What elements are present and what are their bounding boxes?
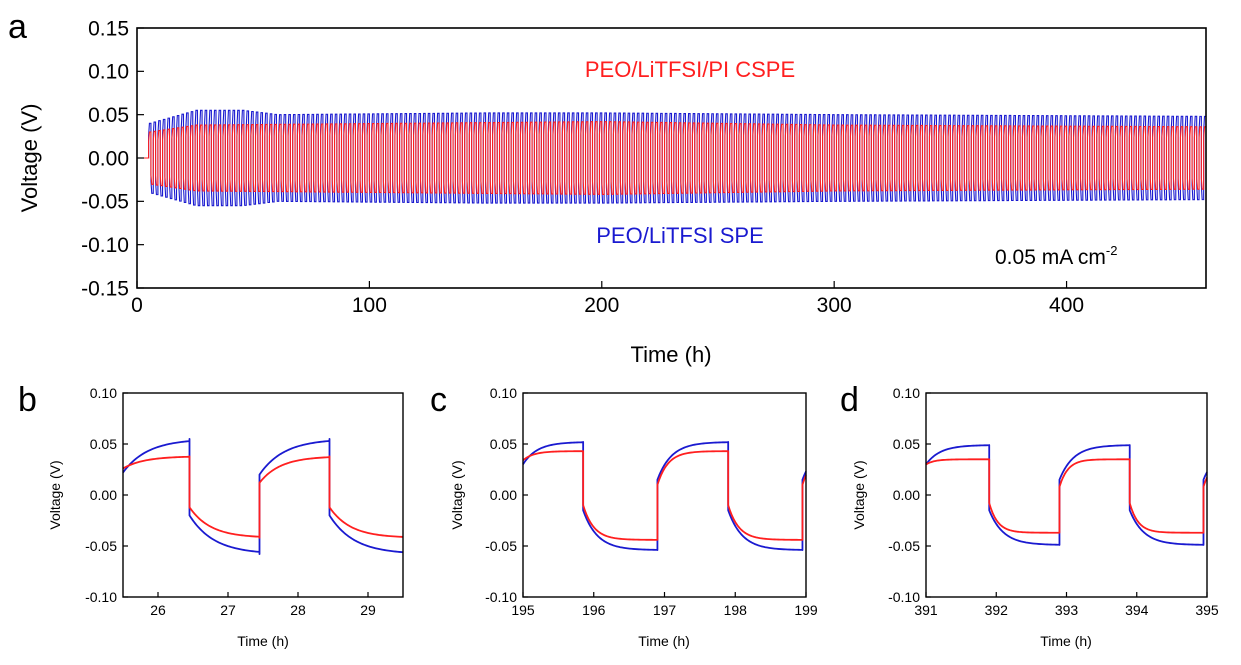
- panel-b-frame: [122, 392, 404, 598]
- panel-a-ticks: 0 100 200 300 400 -0.15 -0.10 -0.05 0.00 0.05 0.10…: [81, 17, 1084, 317]
- y-tick-label: -0.15: [81, 277, 129, 300]
- series-line-red: [522, 450, 807, 541]
- current-density-text: 0.05 mA cm: [995, 246, 1106, 269]
- y-tick-label: -0.10: [81, 234, 129, 257]
- panel-b: b 26 27 28 29 -0.10 -0.05 0.00 0.05 0.10 Time (h…: [18, 381, 404, 649]
- x-tick-label: 391: [914, 602, 938, 618]
- y-tick-label: 0.15: [88, 17, 129, 40]
- current-density-exponent: -2: [1106, 243, 1118, 258]
- x-tick-label: 195: [511, 602, 535, 618]
- panel-a: a 0 100 200 300 400 -0.15 -0.10 -0.05 0.00 0.05 0.…: [8, 8, 1207, 367]
- panel-b-ticks: 26 27 28 29 -0.10 -0.05 0.00 0.05 0.10: [85, 385, 376, 618]
- panel-d-ticks: 391 392 393 394 395 -0.10 -0.05 0.00 0.05 0.10: [888, 385, 1219, 618]
- panel-label-a: a: [8, 8, 27, 46]
- panel-c-y-axis-label: Voltage (V): [449, 460, 465, 529]
- x-tick-label: 392: [985, 602, 1009, 618]
- x-tick-label: 200: [584, 294, 619, 317]
- x-tick-label: 300: [817, 294, 852, 317]
- panel-b-x-axis-label: Time (h): [237, 633, 289, 649]
- x-tick-label: 0: [131, 294, 143, 317]
- y-tick-label: -0.05: [485, 538, 517, 554]
- x-tick-label: 395: [1195, 602, 1219, 618]
- series-line-red: [925, 458, 1208, 534]
- panel-d-y-axis-label: Voltage (V): [851, 460, 867, 529]
- current-density-label: 0.05 mA cm-2: [995, 243, 1117, 269]
- panel-c: c 195 196 197 198 199-0.10-0.050.000.050.10 …: [430, 381, 818, 649]
- panel-label-c: c: [430, 381, 447, 419]
- x-tick-label: 27: [220, 602, 236, 618]
- y-tick-label: -0.05: [888, 538, 920, 554]
- x-tick-label: 100: [352, 294, 387, 317]
- series-line-blue: [122, 438, 404, 556]
- y-tick-label: 0.10: [88, 61, 129, 84]
- y-tick-label: -0.05: [81, 191, 129, 214]
- y-tick-label: 0.10: [893, 385, 920, 401]
- panel-d: d 391 392 393 394 395-0.10-0.050.000.050.10 …: [840, 381, 1219, 649]
- panel-b-series: [122, 438, 404, 556]
- panel-a-x-axis-label: Time (h): [630, 342, 711, 367]
- y-tick-label: 0.00: [490, 487, 517, 503]
- y-tick-label: -0.05: [85, 538, 117, 554]
- panel-a-blue-annotation: PEO/LiTFSI SPE: [596, 223, 764, 248]
- x-tick-label: 393: [1055, 602, 1079, 618]
- panel-a-red-annotation: PEO/LiTFSI/PI CSPE: [585, 57, 795, 82]
- series-line-blue: [522, 441, 807, 551]
- x-tick-label: 197: [653, 602, 677, 618]
- y-tick-label: -0.10: [888, 589, 920, 605]
- panel-b-y-axis-label: Voltage (V): [47, 460, 63, 529]
- x-tick-label: 394: [1125, 602, 1149, 618]
- y-tick-label: -0.10: [85, 589, 117, 605]
- y-tick-label: 0.10: [490, 385, 517, 401]
- panel-a-y-axis-label: Voltage (V): [17, 104, 42, 213]
- panel-c-frame: [522, 392, 807, 598]
- y-tick-label: -0.10: [485, 589, 517, 605]
- y-tick-label: 0.00: [88, 147, 129, 170]
- panel-c-series: [522, 441, 807, 551]
- y-tick-label: 0.00: [90, 487, 117, 503]
- series-line-red: [122, 455, 404, 539]
- x-tick-label: 196: [582, 602, 606, 618]
- x-tick-label: 29: [360, 602, 376, 618]
- panel-c-ticks: 195 196 197 198 199 -0.10 -0.05 0.00 0.05 0.10: [485, 385, 818, 618]
- y-tick-label: 0.05: [90, 436, 117, 452]
- x-tick-label: 26: [150, 602, 166, 618]
- panel-label-b: b: [18, 381, 37, 419]
- panel-d-series: [925, 444, 1208, 546]
- panel-d-x-axis-label: Time (h): [1040, 633, 1092, 649]
- panel-a-series: [137, 109, 1206, 207]
- series-line-blue: [925, 444, 1208, 546]
- y-tick-label: 0.05: [88, 104, 129, 127]
- panel-d-frame: [925, 392, 1208, 598]
- x-tick-label: 400: [1049, 294, 1084, 317]
- x-tick-label: 199: [794, 602, 818, 618]
- y-tick-label: 0.00: [893, 487, 920, 503]
- y-tick-label: 0.05: [893, 436, 920, 452]
- x-tick-label: 198: [724, 602, 748, 618]
- series-line-red: [137, 121, 1206, 195]
- x-tick-label: 28: [290, 602, 306, 618]
- y-tick-label: 0.05: [490, 436, 517, 452]
- panel-c-x-axis-label: Time (h): [638, 633, 690, 649]
- panel-label-d: d: [840, 381, 859, 419]
- y-tick-label: 0.10: [90, 385, 117, 401]
